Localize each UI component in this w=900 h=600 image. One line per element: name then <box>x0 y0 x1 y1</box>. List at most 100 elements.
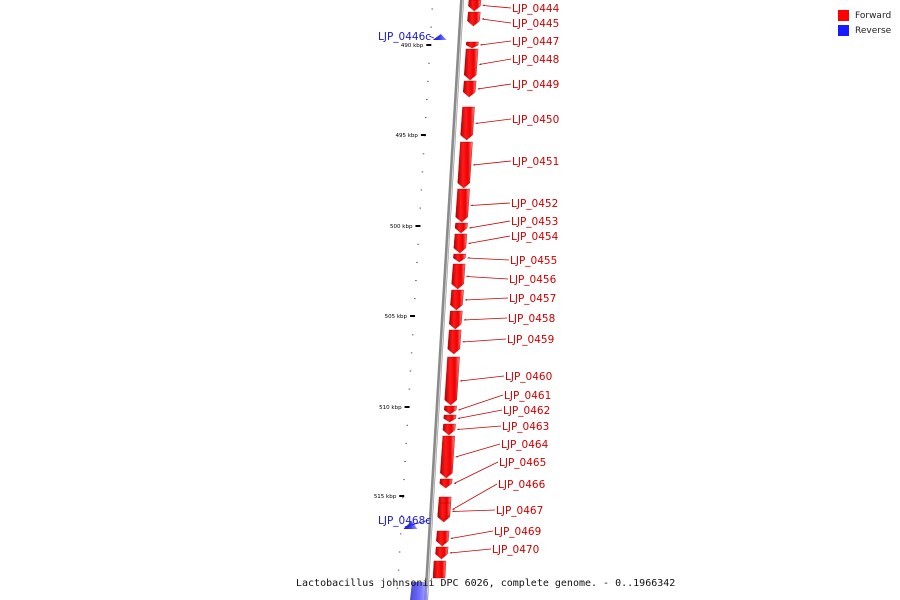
gene-ljp-0465 <box>439 478 453 489</box>
gene-ljp-0449 <box>462 80 477 98</box>
leader-line <box>466 276 509 280</box>
tick-label: 490 kbp <box>401 43 424 49</box>
gene-label: LJP_0466 <box>498 479 546 491</box>
gene-label: LJP_0467 <box>496 505 543 517</box>
gene-ljp-0448 <box>463 48 479 81</box>
leader-line <box>480 40 512 46</box>
gene-label: LJP_0449 <box>512 79 559 91</box>
leader-line <box>455 443 501 458</box>
gene-label: LJP_0458 <box>508 313 555 325</box>
gene-label: LJP_0456 <box>509 274 557 286</box>
gene-ljp-0447 <box>465 41 479 49</box>
gene-ljp-0451 <box>457 141 473 189</box>
gene-label: LJP_0465 <box>499 457 546 469</box>
gene-label: LJP_0464 <box>501 439 549 451</box>
reverse-swatch <box>838 25 849 36</box>
gene-partial-reverse <box>410 582 428 600</box>
leader-line <box>477 83 512 90</box>
tick-label: 500 kbp <box>390 224 413 230</box>
leader-line <box>475 118 512 124</box>
gene-ljp-0453 <box>454 222 468 234</box>
gene-label: LJP_0447 <box>512 36 559 48</box>
tick-label: 505 kbp <box>385 314 408 320</box>
leader-line <box>470 202 511 206</box>
leader-line <box>450 530 494 539</box>
leader-line <box>452 509 496 512</box>
genome-backbone <box>424 0 464 600</box>
gene-label: LJP_0445 <box>512 18 559 30</box>
tick-label: 515 kbp <box>374 494 397 500</box>
gene-label: LJP_0454 <box>511 231 559 243</box>
leader-line <box>469 220 511 229</box>
gene-label: LJP_0462 <box>503 405 550 417</box>
leader-line <box>458 394 504 411</box>
legend: Forward Reverse <box>838 8 891 38</box>
leader-line <box>462 338 507 343</box>
gene-ljp-0446c <box>432 34 447 40</box>
gene-ljp-0456 <box>451 263 466 290</box>
leader-line <box>473 160 512 166</box>
gene-ljp-0467 <box>437 502 452 521</box>
leader-line <box>479 58 512 65</box>
gene-label: LJP_0468c <box>378 515 431 527</box>
leader-line <box>481 18 512 24</box>
gene-ljp-0463 <box>442 423 456 436</box>
genome-caption: Lactobacillus johnsonii DPC 6026, comple… <box>296 578 676 589</box>
leader-line <box>457 409 503 419</box>
leader-line <box>449 548 492 554</box>
gene-ljp-0460 <box>444 356 460 406</box>
leader-line <box>468 235 511 244</box>
gene-ljp-0454 <box>453 233 468 254</box>
gene-label: LJP_0453 <box>511 216 558 228</box>
gene-marker <box>453 508 455 510</box>
leader-line <box>464 297 509 301</box>
tick-label: 495 kbp <box>395 133 418 139</box>
gene-label: LJP_0463 <box>502 421 549 433</box>
leader-line <box>460 375 505 382</box>
tick-label: 510 kbp <box>379 405 402 411</box>
legend-item-forward: Forward <box>838 8 891 23</box>
leader-line <box>453 461 499 484</box>
gene-ljp-0450 <box>460 106 475 141</box>
legend-label-reverse: Reverse <box>855 25 892 36</box>
gene-label: LJP_0459 <box>507 334 554 346</box>
gene-label: LJP_0444 <box>512 3 560 15</box>
gene-ljp-0462 <box>443 414 457 423</box>
gene-ljp-0455 <box>453 253 466 263</box>
gene-ljp-0452 <box>455 188 470 223</box>
gene-ljp-0445 <box>467 11 481 27</box>
forward-swatch <box>838 10 849 21</box>
gene-ljp-0464 <box>440 435 456 479</box>
gene-ljp-0470 <box>435 546 449 560</box>
gene-label: LJP_0469 <box>494 526 541 538</box>
gene-partial-forward <box>432 560 447 579</box>
gene-label: LJP_0460 <box>505 371 552 383</box>
gene-label: LJP_0457 <box>509 293 556 305</box>
gene-ljp-0469 <box>436 530 450 547</box>
gene-ljp-0461 <box>443 405 457 415</box>
gene-ljp-0459 <box>447 329 462 355</box>
gene-marker <box>482 18 484 20</box>
leader-line <box>452 483 498 510</box>
legend-item-reverse: Reverse <box>838 23 891 38</box>
gene-label: LJP_0448 <box>512 54 559 66</box>
gene-label: LJP_0455 <box>510 255 557 267</box>
leader-line <box>467 257 510 261</box>
gene-marker <box>454 482 456 484</box>
gene-label: LJP_0470 <box>492 544 539 556</box>
leader-line <box>428 35 434 39</box>
gene-label: LJP_0446c <box>378 31 431 43</box>
gene-label: LJP_0452 <box>511 198 558 210</box>
leader-line <box>463 317 508 321</box>
leader-line <box>457 425 502 430</box>
genome-backbone-highlight <box>426 0 464 600</box>
gene-label: LJP_0450 <box>512 114 559 126</box>
gene-ljp-0458 <box>449 310 463 330</box>
gene-ljp-0457 <box>450 289 464 311</box>
leader-line <box>404 519 430 528</box>
gene-ljp-0444 <box>468 0 482 12</box>
leader-line <box>482 5 512 9</box>
gene-label: LJP_0461 <box>504 390 551 402</box>
